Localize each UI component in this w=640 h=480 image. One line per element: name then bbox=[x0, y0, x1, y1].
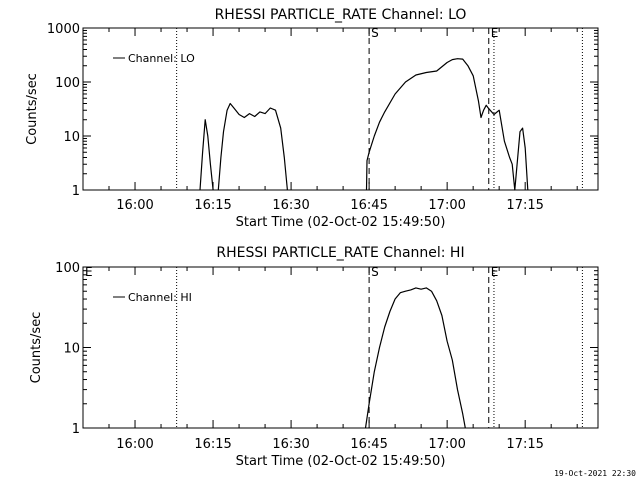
time-marker-label: E bbox=[85, 265, 93, 279]
y-tick-label: 10 bbox=[63, 130, 80, 145]
series-line bbox=[365, 58, 529, 191]
y-axis-label: Counts/sec bbox=[25, 73, 40, 145]
series-line bbox=[364, 287, 466, 429]
y-tick-label: 10 bbox=[63, 342, 80, 357]
y-tick-label: 1 bbox=[72, 422, 80, 437]
time-marker-label: S bbox=[371, 265, 379, 279]
y-axis-label: Counts/sec bbox=[29, 312, 44, 384]
time-marker-label: E bbox=[491, 26, 499, 40]
x-tick-label: 16:15 bbox=[194, 437, 231, 452]
series-line bbox=[217, 102, 288, 191]
x-tick-label: 16:30 bbox=[272, 198, 309, 213]
y-tick-label: 1 bbox=[72, 184, 80, 199]
y-tick-label: 1000 bbox=[47, 22, 80, 37]
x-tick-label: 16:30 bbox=[272, 437, 309, 452]
x-tick-label: 16:45 bbox=[350, 437, 387, 452]
plot-timestamp: 19-Oct-2021 22:30 bbox=[554, 469, 636, 478]
x-axis-label: Start Time (02-Oct-02 15:49:50) bbox=[236, 215, 446, 230]
x-axis-label: Start Time (02-Oct-02 15:49:50) bbox=[236, 454, 446, 469]
legend-label: Channel: LO bbox=[128, 52, 195, 65]
y-tick-label: 100 bbox=[55, 76, 80, 91]
series-line bbox=[199, 119, 214, 191]
x-tick-label: 16:15 bbox=[194, 198, 231, 213]
legend-label: Channel: HI bbox=[128, 291, 192, 304]
plot-frame bbox=[82, 27, 599, 191]
time-marker-label: S bbox=[371, 26, 379, 40]
x-tick-label: 17:00 bbox=[428, 198, 465, 213]
x-tick-label: 17:00 bbox=[428, 437, 465, 452]
x-tick-label: 17:15 bbox=[506, 198, 543, 213]
x-tick-label: 16:00 bbox=[116, 437, 153, 452]
x-tick-label: 16:45 bbox=[350, 198, 387, 213]
chart-title: RHESSI PARTICLE_RATE Channel: HI bbox=[216, 245, 464, 261]
hi-channel-panel: RHESSI PARTICLE_RATE Channel: HI Counts/s… bbox=[29, 245, 599, 469]
x-tick-label: 17:15 bbox=[506, 437, 543, 452]
lo-channel-panel: RHESSI PARTICLE_RATE Channel: LO Counts/s… bbox=[25, 7, 599, 230]
chart-title: RHESSI PARTICLE_RATE Channel: LO bbox=[215, 7, 467, 23]
time-marker-label: E bbox=[491, 265, 499, 279]
x-tick-label: 16:00 bbox=[116, 198, 153, 213]
y-tick-label: 100 bbox=[55, 261, 80, 276]
